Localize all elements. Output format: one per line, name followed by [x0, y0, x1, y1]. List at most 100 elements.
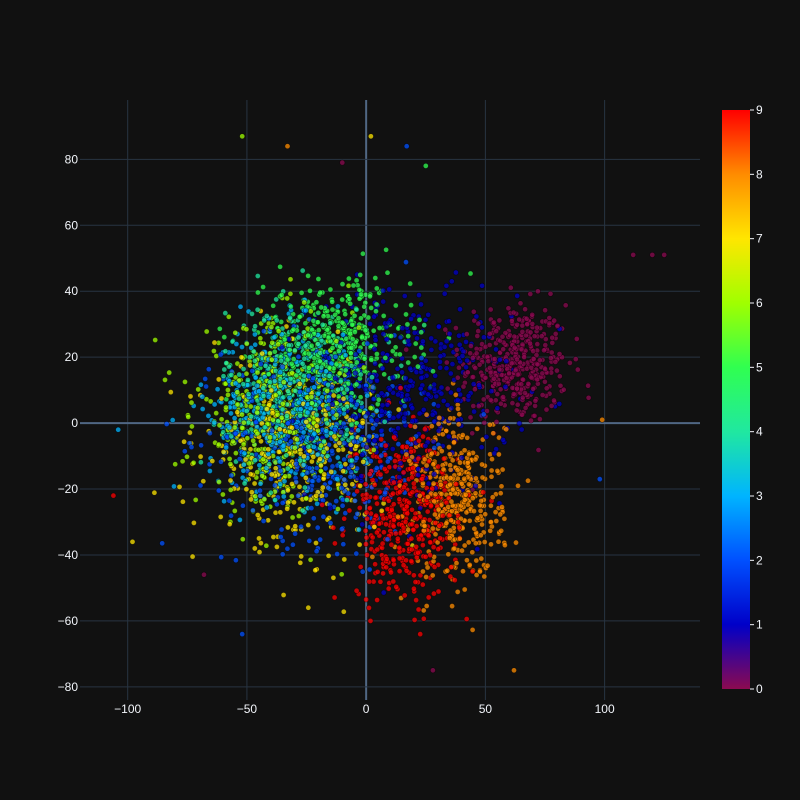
data-point: [418, 374, 425, 381]
data-point: [422, 396, 429, 403]
data-point: [379, 402, 386, 409]
data-point: [379, 365, 386, 372]
data-point: [197, 482, 204, 489]
data-point: [281, 478, 288, 485]
data-point: [232, 380, 239, 387]
data-point: [457, 459, 463, 466]
data-point: [247, 362, 253, 369]
data-point: [437, 535, 443, 542]
data-point: [414, 335, 420, 342]
data-point: [297, 412, 304, 419]
data-point: [307, 287, 313, 294]
data-point: [274, 411, 281, 418]
data-point: [232, 557, 239, 564]
data-point: [223, 404, 229, 411]
data-point: [327, 320, 334, 327]
data-point: [231, 507, 238, 514]
data-point: [321, 471, 328, 478]
data-point: [404, 540, 411, 547]
data-point: [226, 424, 233, 431]
data-point: [252, 493, 259, 500]
data-point: [445, 433, 452, 440]
data-point: [389, 348, 396, 354]
data-point: [342, 510, 349, 516]
data-point: [428, 450, 435, 457]
data-point: [403, 311, 409, 318]
data-point: [390, 557, 397, 564]
data-point: [419, 542, 426, 548]
data-point: [444, 567, 451, 574]
data-point: [471, 386, 478, 393]
y-tick-label: −60: [58, 614, 79, 628]
data-point: [159, 540, 166, 547]
data-point: [339, 296, 346, 303]
data-point: [308, 400, 315, 407]
data-point: [500, 436, 506, 443]
data-point: [428, 423, 435, 430]
data-point: [519, 411, 525, 418]
data-point: [162, 376, 168, 383]
data-point: [439, 431, 446, 438]
data-point: [499, 333, 506, 340]
data-point: [585, 394, 592, 401]
data-point: [460, 568, 466, 575]
data-point: [466, 517, 473, 524]
data-point: [481, 573, 488, 580]
data-point: [335, 393, 342, 400]
y-tick-label: −40: [58, 548, 79, 562]
data-point: [228, 372, 235, 378]
data-point: [313, 540, 319, 546]
data-point: [408, 546, 415, 553]
data-point: [277, 438, 283, 445]
data-point: [511, 667, 517, 674]
data-point: [331, 426, 338, 433]
data-point: [315, 276, 322, 282]
data-point: [242, 429, 249, 436]
data-point: [361, 355, 368, 362]
data-point: [477, 507, 484, 514]
data-point: [285, 420, 291, 427]
data-point: [366, 605, 372, 611]
data-point: [399, 369, 405, 376]
data-point: [285, 388, 291, 395]
data-point: [475, 403, 482, 409]
data-point: [256, 462, 263, 469]
data-point: [225, 313, 232, 320]
data-point: [454, 397, 461, 403]
data-point: [311, 430, 318, 437]
data-point: [429, 667, 436, 674]
data-point: [514, 371, 521, 378]
data-point: [411, 617, 418, 623]
data-point: [254, 369, 261, 376]
data-point: [413, 554, 420, 561]
data-point: [421, 456, 428, 463]
data-point: [311, 355, 318, 362]
data-point: [406, 383, 413, 390]
data-point: [532, 397, 539, 404]
data-point: [491, 356, 498, 362]
data-point: [152, 337, 159, 343]
data-point: [171, 483, 177, 490]
data-point: [296, 483, 303, 490]
data-point: [268, 387, 275, 394]
grid-lines: [80, 100, 700, 700]
data-point: [446, 330, 453, 337]
data-point: [285, 499, 291, 506]
data-point: [443, 359, 450, 366]
data-point: [527, 291, 534, 297]
data-point: [473, 572, 480, 578]
data-point: [320, 513, 327, 520]
data-point: [402, 396, 409, 403]
data-point: [409, 506, 415, 513]
data-point: [280, 394, 287, 401]
data-point: [255, 388, 262, 395]
data-point: [270, 534, 277, 540]
data-point: [348, 469, 354, 476]
data-point: [410, 527, 417, 533]
data-point: [271, 482, 278, 489]
data-point: [528, 364, 535, 371]
data-point: [267, 379, 273, 386]
data-point: [408, 558, 415, 564]
data-point: [341, 440, 348, 446]
data-point: [239, 536, 246, 543]
